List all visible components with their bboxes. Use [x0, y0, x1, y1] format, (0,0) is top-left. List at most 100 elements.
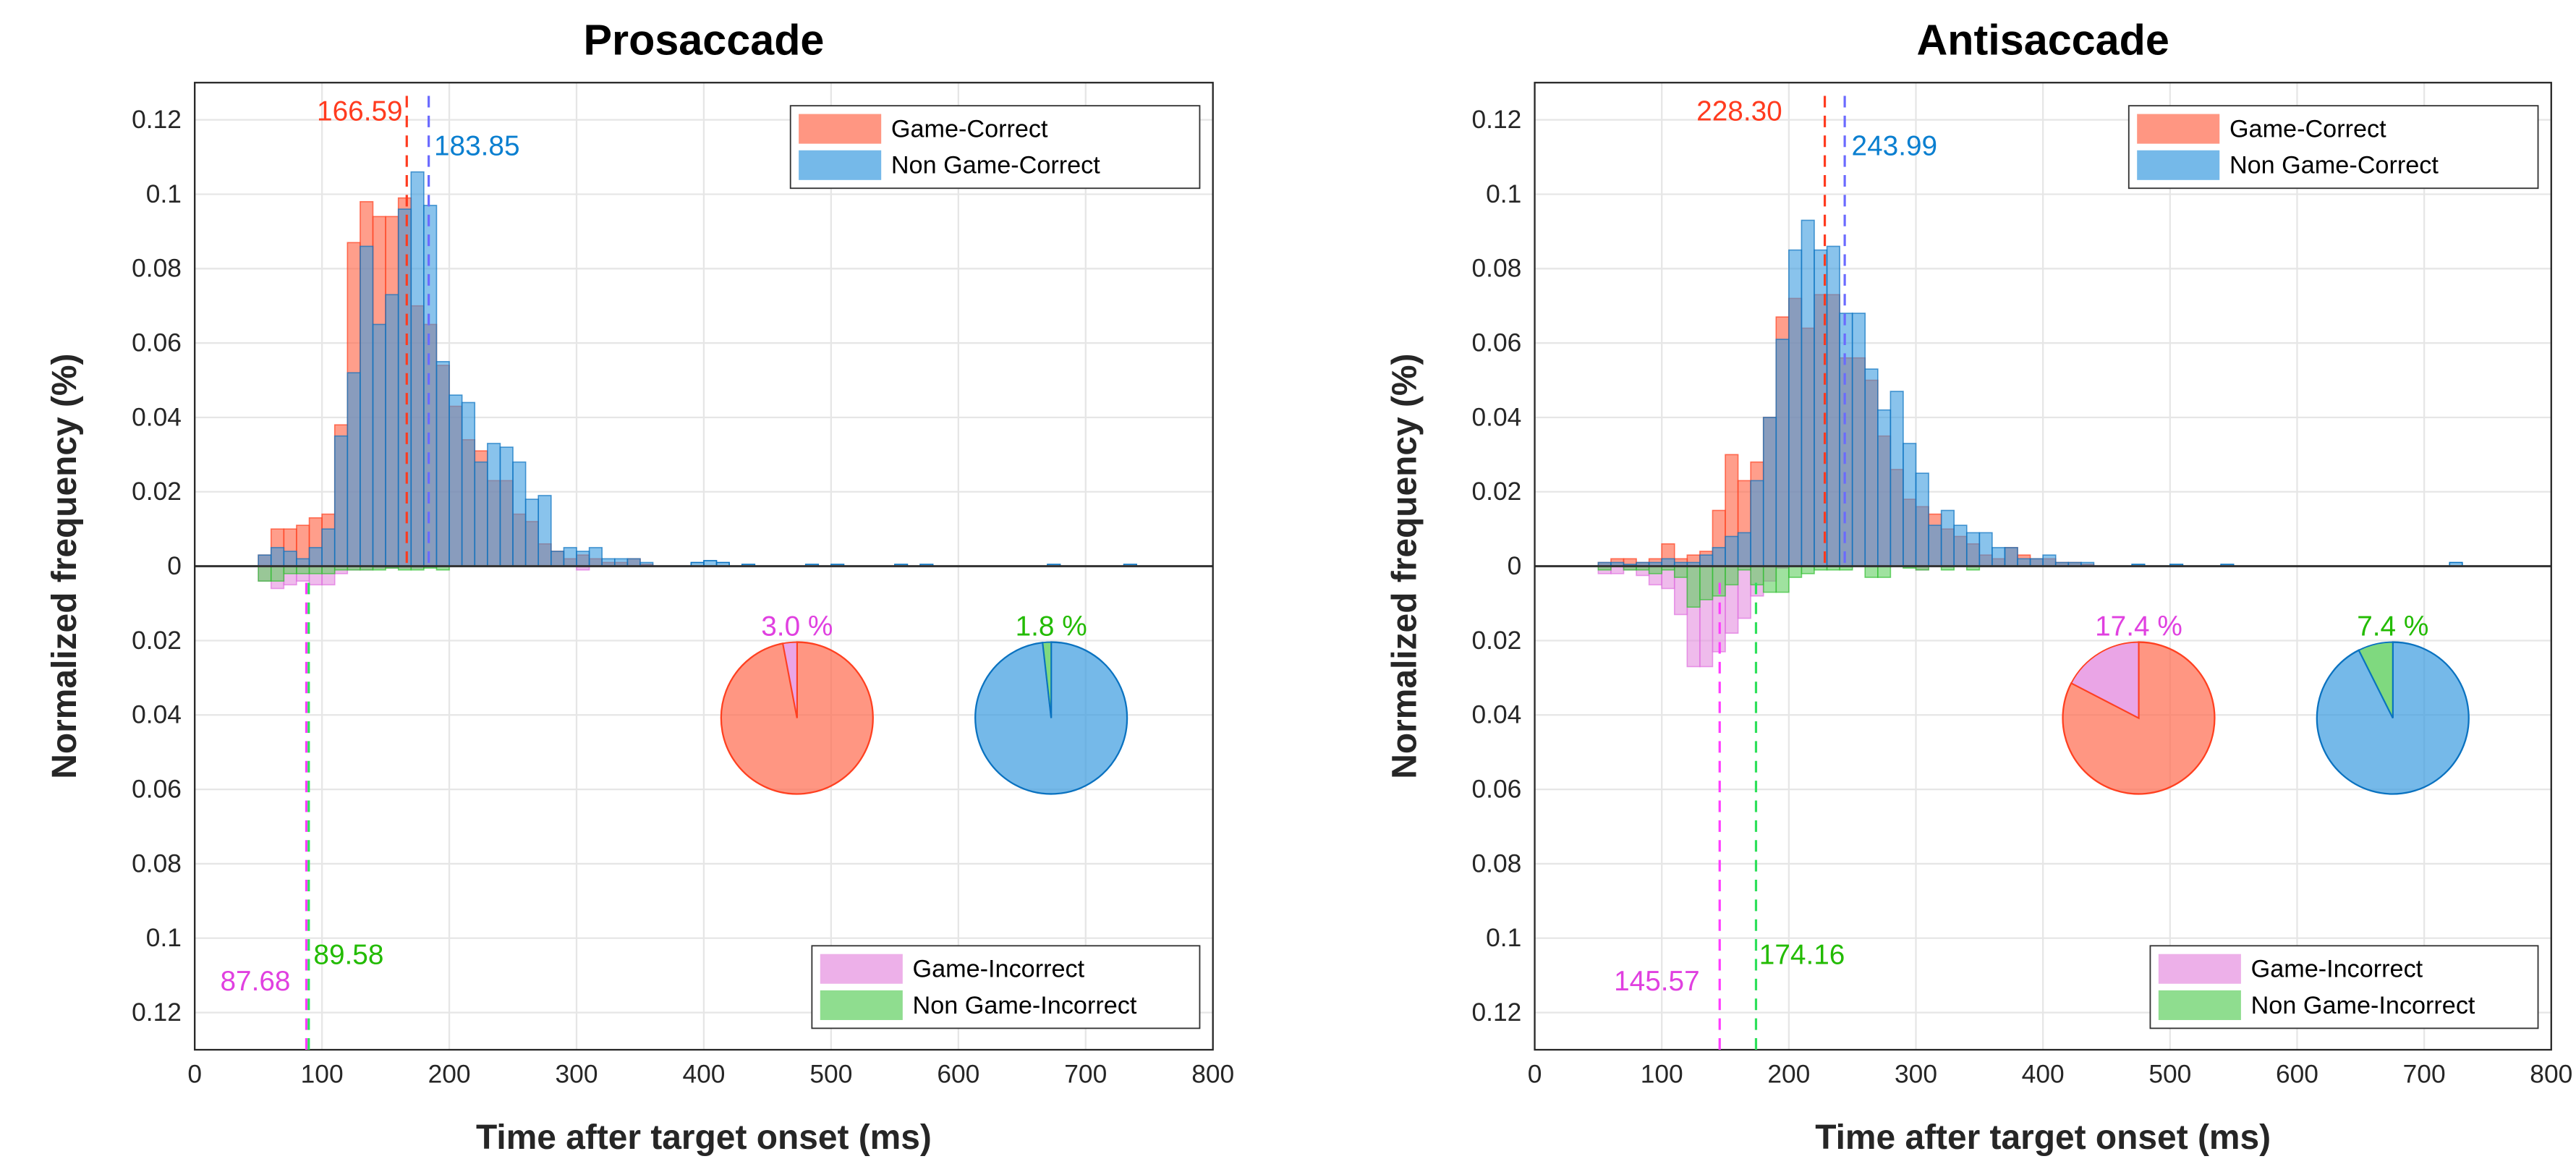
y-tick-label: 0.06 [132, 329, 182, 357]
x-tick-label: 100 [301, 1061, 344, 1089]
prosaccade-panel: Prosaccade 0 100 200 300 400 500 600 700 800 0.12 0… [46, 15, 1234, 1156]
y-tick-label: 0.08 [132, 255, 182, 283]
y-tick-label: 0.08 [132, 849, 182, 878]
legend-label: Game-Correct [2229, 116, 2386, 143]
histogram-bar-non-game-correct [1965, 532, 1981, 567]
legend-label: Game-Correct [891, 116, 1048, 143]
histogram-bar-non-game-correct [296, 558, 310, 567]
histogram-bar-non-game-correct [1953, 525, 1968, 567]
axes-box [1534, 82, 2552, 1051]
histogram-bar-non-game-correct [1737, 532, 1751, 567]
histogram-bar-non-game-correct [1712, 547, 1726, 567]
histogram-bar-non-game-correct [499, 446, 514, 567]
y-tick-label: 0.08 [1471, 849, 1521, 878]
x-tick-label: 700 [1064, 1061, 1107, 1089]
median-label: 145.57 [1614, 966, 1700, 997]
histogram-bar-non-game-correct [1788, 249, 1803, 567]
y-tick-label: 0.12 [132, 106, 182, 134]
legend-swatch [2137, 114, 2220, 144]
y-tick-label: 0.12 [1471, 998, 1521, 1027]
median-label: 228.30 [1696, 96, 1782, 127]
legend-swatch [799, 150, 882, 180]
histogram-bar-non-game-correct [2029, 558, 2044, 567]
histogram-bar-non-game-correct [1725, 535, 1739, 567]
y-axis-label: Normalized frequency (%) [46, 354, 84, 779]
x-tick-label: 700 [2403, 1061, 2446, 1089]
pie-incorrect-slice [2070, 641, 2140, 719]
histogram-bar-non-game-correct [461, 402, 476, 567]
histogram-bar-non-game-incorrect [1699, 565, 1714, 600]
histogram-bar-non-game-incorrect [1750, 565, 1764, 586]
histogram-bar-non-game-correct [1877, 409, 1892, 567]
pie-incorrect-slice [1042, 641, 1053, 718]
y-tick-label: 0.1 [1486, 180, 1521, 208]
pie-correct-slice [2062, 641, 2216, 795]
histogram-bar-non-game-correct [1978, 532, 1993, 567]
x-tick-label: 600 [937, 1061, 979, 1089]
legend-label: Non Game-Correct [891, 152, 1100, 179]
histogram-bar-non-game-incorrect [1648, 565, 1662, 574]
histogram-bar-non-game-correct [2042, 554, 2057, 567]
histogram-bar-non-game-correct [1801, 219, 1815, 567]
histogram-bar-non-game-correct [360, 245, 374, 567]
histogram-bar-non-game-incorrect [258, 565, 272, 582]
histogram-bar-non-game-incorrect [308, 565, 323, 574]
histogram-bar-non-game-correct [613, 558, 629, 567]
pie-percent-label: 1.8 % [1016, 611, 1087, 642]
histogram-bar-non-game-incorrect [321, 565, 336, 574]
y-tick-label: 0.08 [1471, 255, 1521, 283]
pie-incorrect-slice [2358, 641, 2394, 718]
histogram-bar-non-game-correct [576, 551, 590, 567]
histogram-bar-non-game-correct [563, 547, 577, 567]
histogram-bar-non-game-correct [474, 461, 488, 567]
legend-swatch [820, 954, 903, 984]
y-tick-label: 0.06 [1471, 776, 1521, 804]
x-tick-label: 300 [1895, 1061, 1937, 1089]
y-tick-label: 0 [167, 552, 182, 580]
y-tick-label: 0.1 [146, 180, 182, 208]
histogram-bar-non-game-incorrect [1762, 565, 1777, 593]
x-tick-label: 600 [2276, 1061, 2318, 1089]
histogram-bar-non-game-correct [487, 443, 501, 567]
histogram-bar-non-game-correct [1699, 554, 1714, 567]
histogram-bar-non-game-correct [308, 547, 323, 567]
y-tick-label: 0.06 [132, 776, 182, 804]
y-tick-label: 0 [1508, 552, 1522, 580]
histogram-bar-non-game-correct [626, 558, 641, 567]
legend-swatch [820, 990, 903, 1020]
histogram-bar-non-game-correct [1839, 313, 1853, 567]
legend-swatch [799, 114, 882, 144]
histogram-bar-game-incorrect [1610, 565, 1625, 574]
x-tick-label: 0 [1528, 1061, 1542, 1089]
histogram-bar-non-game-correct [537, 495, 552, 567]
histogram-bar-non-game-correct [1864, 368, 1879, 567]
histogram-bar-non-game-correct [385, 294, 399, 567]
histogram-bar-non-game-correct [512, 461, 527, 567]
histogram-bar-non-game-correct [551, 551, 565, 567]
histogram-bar-non-game-correct [283, 551, 297, 567]
y-tick-label: 0.04 [132, 403, 182, 431]
histogram-bar-non-game-correct [524, 498, 540, 567]
histogram-bar-non-game-correct [1915, 472, 1929, 567]
x-axis-label: Time after target onset (ms) [476, 1118, 932, 1157]
histogram-bar-non-game-correct [1991, 547, 2006, 567]
histogram-bar-non-game-correct [1826, 245, 1840, 567]
legend-label: Game-Incorrect [2251, 956, 2423, 983]
median-label: 87.68 [220, 966, 290, 997]
x-tick-label: 300 [556, 1061, 598, 1089]
y-tick-label: 0.02 [132, 477, 182, 506]
histogram-bar-non-game-correct [397, 208, 412, 567]
histogram-bar-non-game-correct [423, 205, 438, 567]
y-tick-label: 0.02 [1471, 627, 1521, 655]
x-tick-label: 100 [1641, 1061, 1683, 1089]
histogram-bar-non-game-incorrect [1801, 565, 1815, 574]
histogram-bar-non-game-incorrect [296, 565, 310, 574]
legend-correct: Game-Correct Non Game-Correct [2127, 105, 2539, 190]
y-tick-label: 0.1 [146, 924, 182, 952]
histogram-bar-non-game-correct [2004, 547, 2018, 567]
histogram-bar-non-game-correct [270, 547, 285, 567]
y-axis-label: Normalized frequency (%) [1385, 354, 1424, 779]
legend-swatch [2158, 954, 2241, 984]
histogram-bar-non-game-correct [435, 361, 450, 567]
